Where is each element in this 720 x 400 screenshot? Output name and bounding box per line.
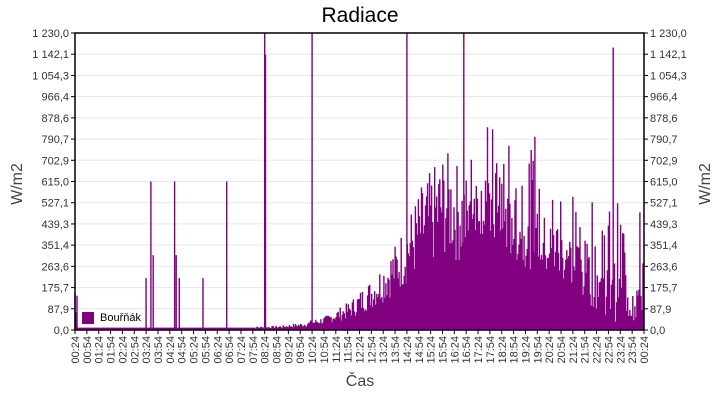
svg-text:01:24: 01:24: [94, 336, 106, 364]
svg-text:1 230,0: 1 230,0: [650, 28, 687, 40]
svg-text:702,9: 702,9: [650, 155, 678, 167]
svg-text:14:24: 14:24: [402, 336, 414, 364]
svg-text:0,0: 0,0: [54, 325, 69, 337]
svg-text:22:24: 22:24: [592, 336, 604, 364]
svg-text:21:54: 21:54: [580, 336, 592, 364]
svg-text:22:54: 22:54: [603, 336, 615, 364]
svg-text:23:24: 23:24: [615, 336, 627, 364]
svg-text:13:54: 13:54: [390, 336, 402, 364]
svg-text:263,6: 263,6: [41, 261, 69, 273]
svg-text:15:54: 15:54: [437, 336, 449, 364]
svg-text:790,7: 790,7: [650, 134, 678, 146]
svg-text:11:24: 11:24: [331, 336, 343, 363]
svg-text:439,3: 439,3: [650, 219, 678, 231]
svg-text:19:54: 19:54: [532, 336, 544, 364]
svg-text:08:54: 08:54: [272, 336, 284, 364]
svg-text:12:54: 12:54: [366, 336, 378, 364]
svg-text:615,0: 615,0: [650, 177, 678, 189]
y-axis-right-ticks: 0,0 87,9 175,7 263,6 351,4 439,3 527,1 615,0 702…: [644, 28, 687, 337]
svg-text:878,6: 878,6: [41, 113, 69, 125]
svg-text:351,4: 351,4: [650, 240, 678, 252]
svg-text:966,4: 966,4: [650, 92, 678, 104]
svg-text:1 142,1: 1 142,1: [32, 49, 69, 61]
svg-text:12:24: 12:24: [355, 336, 367, 364]
svg-text:1 054,3: 1 054,3: [32, 70, 69, 82]
svg-text:87,9: 87,9: [48, 304, 69, 316]
svg-text:04:24: 04:24: [165, 336, 177, 364]
svg-text:15:24: 15:24: [426, 336, 438, 364]
y-axis-label-left: W/m2: [9, 163, 26, 205]
y-axis-left-ticks: 0,0 87,9 175,7 263,6 351,4 439,3 527,1 615,0 702…: [32, 28, 75, 337]
svg-text:20:54: 20:54: [556, 336, 568, 364]
svg-text:08:24: 08:24: [260, 336, 272, 364]
svg-text:1 054,3: 1 054,3: [650, 70, 687, 82]
svg-text:351,4: 351,4: [41, 240, 69, 252]
svg-text:11:54: 11:54: [343, 336, 355, 363]
svg-text:06:54: 06:54: [224, 336, 236, 364]
svg-text:18:24: 18:24: [497, 336, 509, 364]
svg-text:16:24: 16:24: [449, 336, 461, 364]
svg-text:527,1: 527,1: [650, 198, 678, 210]
svg-text:03:24: 03:24: [141, 336, 153, 364]
svg-text:20:24: 20:24: [544, 336, 556, 364]
svg-text:1 142,1: 1 142,1: [650, 49, 687, 61]
y-axis-label-right: W/m2: [697, 163, 714, 205]
legend-label: Bouřňák: [100, 312, 141, 324]
svg-text:175,7: 175,7: [650, 283, 678, 295]
legend-swatch: [82, 312, 94, 324]
chart-title: Radiace: [321, 4, 399, 27]
svg-text:702,9: 702,9: [41, 155, 69, 167]
svg-text:21:24: 21:24: [568, 336, 580, 364]
svg-text:790,7: 790,7: [41, 134, 69, 146]
svg-text:09:24: 09:24: [283, 336, 295, 364]
svg-text:175,7: 175,7: [41, 283, 69, 295]
svg-text:439,3: 439,3: [41, 219, 69, 231]
svg-text:87,9: 87,9: [650, 304, 671, 316]
svg-text:23:54: 23:54: [627, 336, 639, 364]
svg-text:05:54: 05:54: [200, 336, 212, 364]
svg-text:966,4: 966,4: [41, 92, 69, 104]
svg-text:06:24: 06:24: [212, 336, 224, 364]
svg-text:04:54: 04:54: [177, 336, 189, 364]
svg-text:14:54: 14:54: [414, 336, 426, 364]
svg-text:07:24: 07:24: [236, 336, 248, 364]
svg-text:01:54: 01:54: [106, 336, 118, 364]
svg-text:05:24: 05:24: [189, 336, 201, 364]
svg-text:03:54: 03:54: [153, 336, 165, 364]
svg-text:10:54: 10:54: [319, 336, 331, 364]
svg-text:19:24: 19:24: [520, 336, 532, 364]
svg-text:00:24: 00:24: [70, 336, 82, 364]
svg-text:07:54: 07:54: [248, 336, 260, 364]
svg-text:878,6: 878,6: [650, 113, 678, 125]
x-axis-label: Čas: [345, 373, 375, 390]
svg-text:17:54: 17:54: [485, 336, 497, 364]
svg-text:00:54: 00:54: [82, 336, 94, 364]
svg-text:17:24: 17:24: [473, 336, 485, 364]
svg-text:615,0: 615,0: [41, 177, 69, 189]
svg-text:16:54: 16:54: [461, 336, 473, 364]
svg-text:13:24: 13:24: [378, 336, 390, 364]
x-axis-ticks: 00:24 00:54 01:24 01:54 02:24 02:54 03:24 03:54…: [70, 330, 651, 364]
svg-text:02:24: 02:24: [117, 336, 129, 364]
svg-text:10:24: 10:24: [307, 336, 319, 364]
svg-text:02:54: 02:54: [129, 336, 141, 364]
svg-text:0,0: 0,0: [650, 325, 665, 337]
svg-text:18:54: 18:54: [509, 336, 521, 364]
legend: Bouřňák: [82, 312, 141, 324]
svg-text:00:24: 00:24: [639, 336, 651, 364]
svg-text:1 230,0: 1 230,0: [32, 28, 69, 40]
svg-text:263,6: 263,6: [650, 261, 678, 273]
svg-text:527,1: 527,1: [41, 198, 69, 210]
svg-text:09:54: 09:54: [295, 336, 307, 364]
